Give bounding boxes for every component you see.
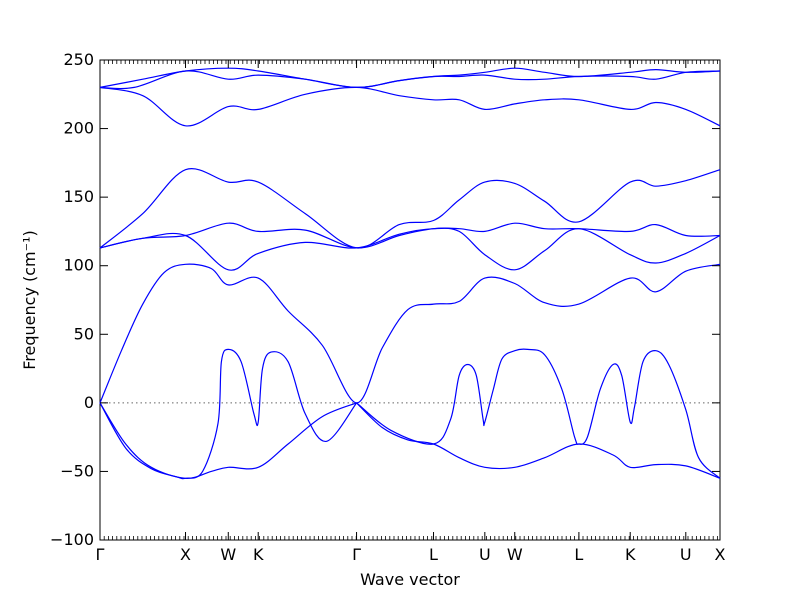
y-axis: −100 −50 0 50 100 150 200 250 [50, 50, 720, 549]
x-axis-minor-ticks [99, 60, 718, 540]
plot-frame [99, 59, 721, 541]
band-line-7 [99, 263, 721, 404]
x-tick-label: U [479, 545, 491, 564]
y-tick-label: −100 [50, 530, 94, 549]
x-tick-label: K [625, 545, 636, 564]
x-tick-label: L [429, 545, 438, 564]
y-axis-label: Frequency (cm⁻¹) [20, 230, 39, 369]
x-tick-label: X [180, 545, 191, 564]
x-tick-label: K [253, 545, 264, 564]
x-tick-label: U [680, 545, 692, 564]
band-line-11 [356, 348, 721, 479]
x-tick-label: L [574, 545, 583, 564]
y-tick-label: 200 [63, 119, 94, 138]
y-tick-label: 0 [84, 393, 94, 412]
band-line-4 [99, 168, 721, 249]
band-line-8 [99, 402, 357, 479]
band-line-1 [99, 67, 721, 89]
x-tick-label: Γ [96, 545, 105, 564]
y-tick-label: 100 [63, 256, 94, 275]
y-tick-label: 50 [74, 324, 94, 343]
band-line-9 [356, 402, 721, 479]
band-lines [99, 67, 721, 480]
x-tick-label: W [507, 545, 523, 564]
band-line-5 [99, 222, 721, 249]
x-tick-label: X [715, 545, 726, 564]
x-axis-label: Wave vector [360, 570, 460, 589]
y-tick-label: 150 [63, 187, 94, 206]
band-line-6 [99, 227, 721, 271]
band-line-10 [99, 348, 358, 480]
x-tick-label: W [220, 545, 236, 564]
band-line-3 [99, 70, 721, 90]
x-tick-label: Γ [352, 545, 361, 564]
y-tick-label: −50 [60, 461, 94, 480]
y-tick-label: 250 [63, 50, 94, 69]
band-line-2 [99, 86, 721, 127]
